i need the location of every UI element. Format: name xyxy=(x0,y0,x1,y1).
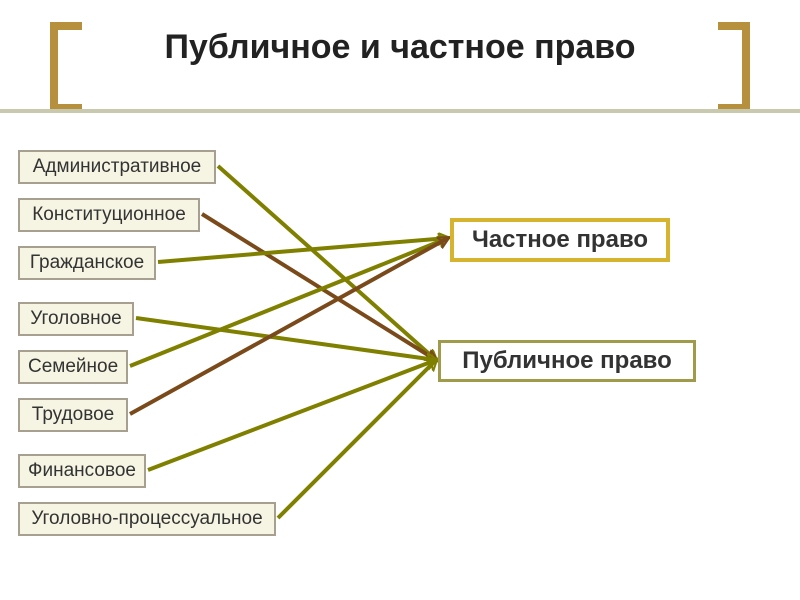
category-private-label: Частное право xyxy=(472,226,648,253)
branch-family-label: Семейное xyxy=(28,356,118,377)
arrow-criminal xyxy=(136,318,436,360)
arrow-labor xyxy=(130,238,448,414)
branch-family: Семейное xyxy=(18,350,128,384)
category-public: Публичное право xyxy=(438,340,696,382)
arrow-family xyxy=(130,238,448,366)
branch-finance: Финансовое xyxy=(18,454,146,488)
branch-civil-label: Гражданское xyxy=(30,252,144,273)
branch-admin: Административное xyxy=(18,150,216,184)
arrow-admin xyxy=(218,166,436,360)
arrow-crimproc xyxy=(278,360,436,518)
arrow-civil xyxy=(158,238,448,262)
category-public-label: Публичное право xyxy=(462,347,672,374)
branch-finance-label: Финансовое xyxy=(28,460,136,481)
branch-const-label: Конституционное xyxy=(32,204,186,225)
arrow-const xyxy=(202,214,436,360)
slide-title: Публичное и частное право xyxy=(164,28,635,67)
branch-civil: Гражданское xyxy=(18,246,156,280)
branch-crimproc: Уголовно-процессуальное xyxy=(18,502,276,536)
branch-labor: Трудовое xyxy=(18,398,128,432)
branch-criminal: Уголовное xyxy=(18,302,134,336)
branch-labor-label: Трудовое xyxy=(32,404,114,425)
branch-admin-label: Административное xyxy=(33,156,202,177)
arrow-finance xyxy=(148,360,436,470)
branch-const: Конституционное xyxy=(18,198,200,232)
title-underline xyxy=(0,109,800,113)
branch-crimproc-label: Уголовно-процессуальное xyxy=(31,508,262,529)
branch-criminal-label: Уголовное xyxy=(30,308,121,329)
category-private: Частное право xyxy=(450,218,670,262)
